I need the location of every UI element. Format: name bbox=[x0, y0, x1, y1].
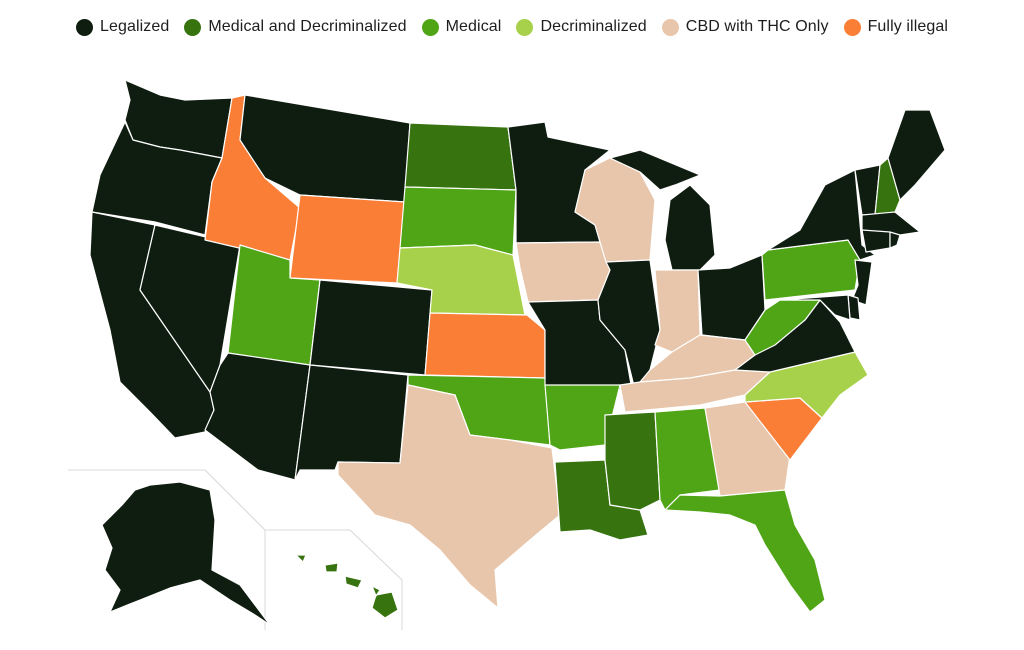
state-colorado[interactable] bbox=[309, 279, 433, 376]
legend-swatch-medical-decriminalized bbox=[184, 18, 202, 36]
legend-label-legalized: Legalized bbox=[99, 18, 170, 35]
legend-swatch-legalized bbox=[75, 18, 93, 36]
state-arkansas[interactable] bbox=[544, 384, 621, 451]
state-north-dakota[interactable] bbox=[404, 122, 517, 191]
state-arizona[interactable] bbox=[204, 352, 311, 481]
legend-item-medical: Medical bbox=[421, 18, 502, 36]
state-florida[interactable] bbox=[664, 489, 826, 613]
legend-item-decriminalized: Decriminalized bbox=[516, 18, 647, 36]
state-south-dakota[interactable] bbox=[399, 186, 517, 256]
legend-swatch-fully-illegal bbox=[843, 18, 861, 36]
state-new-hampshire[interactable] bbox=[874, 157, 901, 216]
state-mississippi[interactable] bbox=[604, 411, 661, 511]
state-alaska[interactable] bbox=[101, 481, 271, 626]
state-kansas[interactable] bbox=[424, 312, 546, 379]
alaska-inset-frame bbox=[68, 469, 266, 630]
state-connecticut[interactable] bbox=[861, 229, 891, 253]
state-wisconsin[interactable] bbox=[574, 157, 656, 263]
state-maryland[interactable] bbox=[779, 294, 851, 321]
legend-swatch-medical bbox=[421, 18, 439, 36]
legend-swatch-decriminalized bbox=[516, 18, 534, 36]
legend-item-cbd-thc-only: CBD with THC Only bbox=[661, 18, 829, 36]
state-illinois[interactable] bbox=[597, 259, 661, 391]
legend-item-medical-decriminalized: Medical and Decriminalized bbox=[184, 18, 407, 36]
state-hawaii[interactable] bbox=[295, 554, 399, 619]
legend-label-medical-decriminalized: Medical and Decriminalized bbox=[208, 18, 407, 35]
legend-label-cbd-thc-only: CBD with THC Only bbox=[685, 18, 829, 35]
state-rhode-island[interactable] bbox=[889, 231, 901, 249]
legend-item-fully-illegal: Fully illegal bbox=[843, 18, 949, 36]
map-legend: Legalized Medical and Decriminalized Med… bbox=[0, 18, 1024, 36]
legend-swatch-cbd-thc-only bbox=[661, 18, 679, 36]
state-new-york[interactable] bbox=[767, 169, 876, 261]
state-michigan[interactable] bbox=[609, 149, 716, 271]
state-maine[interactable] bbox=[887, 109, 946, 201]
state-new-mexico[interactable] bbox=[294, 364, 409, 481]
state-iowa[interactable] bbox=[515, 241, 611, 303]
legend-label-medical: Medical bbox=[445, 18, 502, 35]
legend-item-legalized: Legalized bbox=[75, 18, 170, 36]
state-texas[interactable] bbox=[337, 384, 561, 609]
legend-label-fully-illegal: Fully illegal bbox=[867, 18, 949, 35]
state-massachusetts[interactable] bbox=[861, 211, 921, 236]
hawaii-inset-frame bbox=[265, 529, 403, 630]
state-georgia[interactable] bbox=[704, 401, 791, 497]
state-wyoming[interactable] bbox=[289, 194, 406, 284]
legend-label-decriminalized: Decriminalized bbox=[540, 18, 647, 35]
